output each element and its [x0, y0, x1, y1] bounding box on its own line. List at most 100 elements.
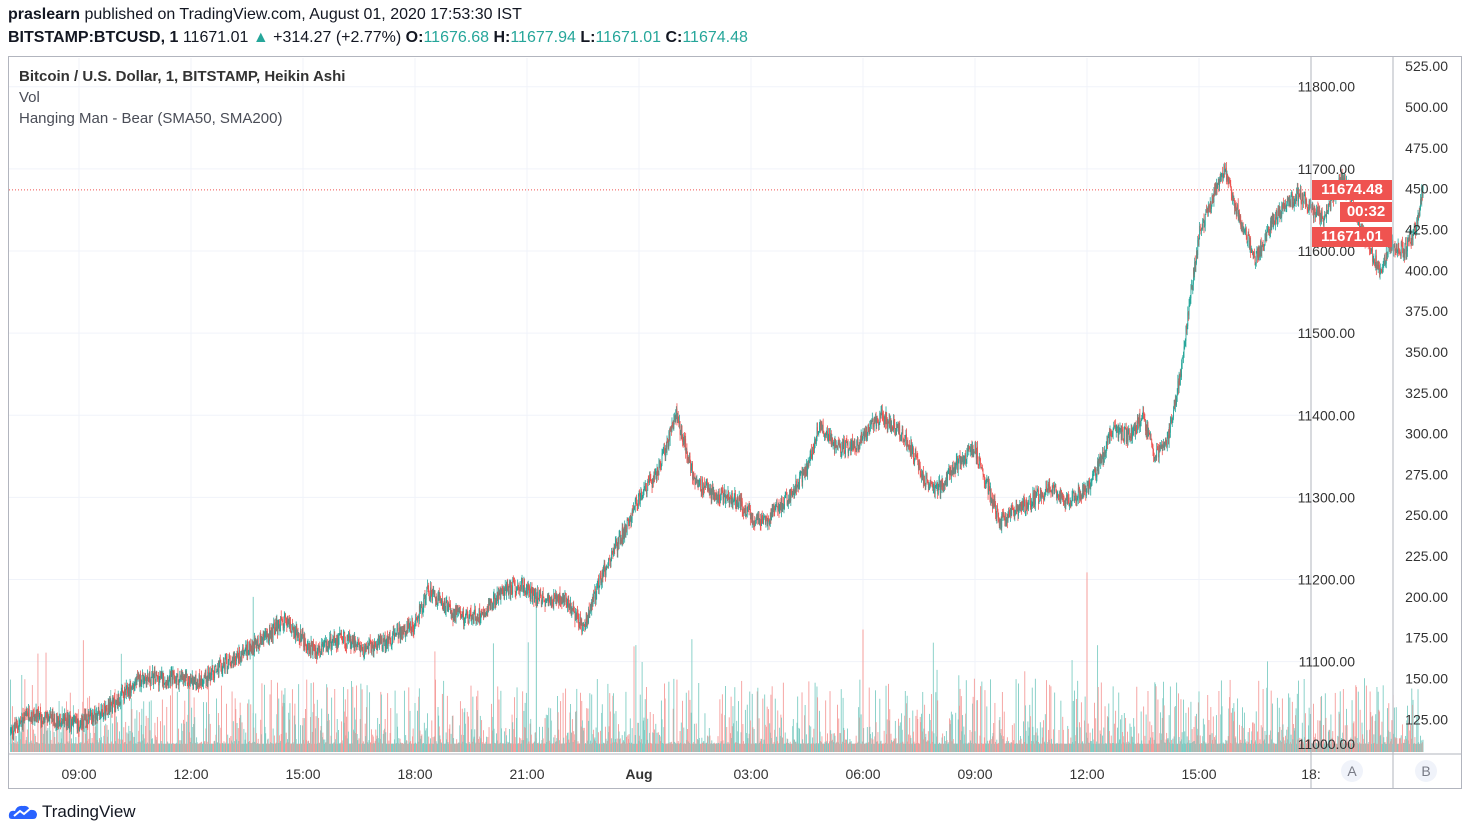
candle-body [650, 479, 652, 483]
candle-body [476, 618, 477, 621]
candle-body [580, 616, 581, 625]
candle-body [636, 499, 638, 506]
candle-body [313, 646, 315, 648]
candle-body [90, 712, 92, 715]
candle-body [562, 597, 563, 604]
candle-body [381, 637, 382, 639]
candle-body [616, 541, 617, 543]
candle-body [710, 490, 712, 499]
candle-body [647, 481, 649, 482]
candle-body [65, 717, 67, 725]
candle-body [805, 469, 807, 476]
candle-body [349, 636, 351, 643]
candle-body [262, 639, 263, 641]
candle-body [170, 670, 171, 684]
candle-body [573, 606, 575, 608]
candle-body [632, 510, 634, 512]
candle-body [216, 671, 217, 673]
candle-body [217, 663, 219, 674]
candle-body [552, 602, 553, 604]
candle-body [18, 723, 20, 728]
candle-body [161, 672, 163, 675]
candle-body [703, 483, 705, 493]
candle-body [843, 440, 845, 445]
publisher-name[interactable]: praslearn [8, 6, 81, 23]
candle-body [44, 715, 46, 723]
candle-body [820, 422, 822, 428]
candle-body [357, 642, 359, 644]
candle-body [596, 585, 598, 587]
candle-body [460, 615, 462, 617]
candle-body [283, 616, 285, 629]
candle-body [291, 624, 293, 633]
candle-body [677, 417, 679, 423]
candle-body [338, 635, 340, 639]
candle-body [88, 713, 90, 717]
candle-body [771, 509, 772, 521]
candle-body [130, 686, 132, 693]
candle-body [820, 421, 822, 428]
candle-body [198, 685, 199, 687]
candle-body [111, 704, 113, 712]
candle-body [46, 713, 48, 718]
candle-body [267, 633, 268, 638]
candle-body [341, 633, 342, 640]
candle-body [689, 455, 690, 463]
candle-body [690, 467, 692, 473]
candle-body [441, 598, 443, 604]
candle-body [330, 636, 332, 650]
candle-body [444, 602, 446, 613]
candle-body [511, 591, 513, 594]
candle-body [45, 715, 46, 717]
candle-body [176, 676, 178, 682]
candle-body [382, 638, 384, 646]
candle-body [189, 678, 191, 684]
candle-body [752, 513, 754, 524]
candle-body [397, 627, 399, 638]
candle-body [703, 483, 705, 488]
candle-body [656, 472, 657, 479]
candle-body [101, 709, 102, 715]
candle-body [138, 675, 140, 676]
candle-body [80, 720, 82, 725]
candle-body [795, 481, 797, 491]
candle-body [226, 660, 228, 670]
candle-body [768, 520, 770, 524]
candle-body [219, 660, 221, 662]
candle-body [413, 630, 415, 632]
candle-body [110, 703, 112, 705]
candle-body [733, 501, 734, 503]
candle-body [128, 687, 130, 696]
candle-body [466, 609, 468, 618]
candle-body [353, 636, 354, 643]
candle-body [300, 630, 302, 641]
candle-body [603, 563, 605, 567]
candle-body [807, 461, 809, 466]
candle-body [439, 597, 441, 600]
candle-body [417, 617, 418, 621]
candle-body [791, 490, 792, 496]
candle-body [445, 610, 446, 613]
candle-body [554, 597, 556, 599]
candle-body [577, 615, 579, 617]
candle-body [672, 424, 674, 429]
candle-body [462, 611, 464, 617]
candle-body [305, 644, 306, 646]
candle-body [789, 489, 791, 501]
candle-body [287, 617, 289, 625]
candle-body [840, 451, 842, 453]
candle-body [427, 585, 429, 590]
candle-body [55, 725, 57, 727]
candle-body [253, 642, 255, 653]
symbol[interactable]: BITSTAMP:BTCUSD, 1 [8, 29, 179, 46]
candle-body [572, 609, 573, 611]
candle-body [164, 682, 166, 684]
candle-body [333, 639, 334, 642]
candle-body [124, 688, 126, 693]
candle-body [112, 697, 113, 712]
candle-body [366, 645, 367, 649]
candle-body [822, 424, 823, 430]
candle-body [802, 473, 804, 483]
close-label: C: [665, 29, 683, 46]
